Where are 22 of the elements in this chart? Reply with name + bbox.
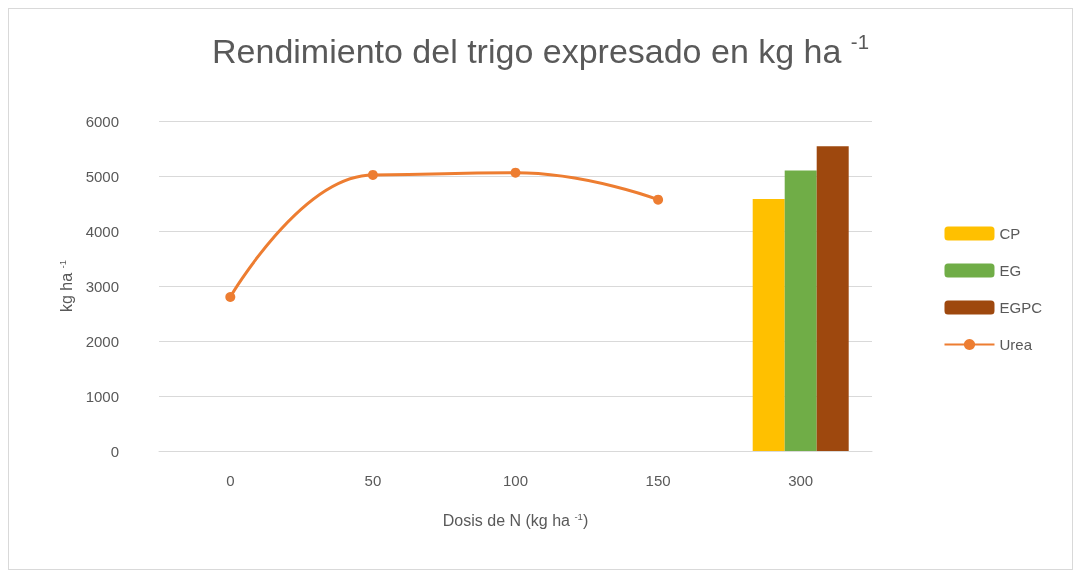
x-tick-label: 100 xyxy=(502,472,529,489)
legend-label: EG xyxy=(999,262,1022,279)
y-tick-label: 1000 xyxy=(85,387,119,405)
chart-title: Rendimiento del trigo expresado en kg ha -1 xyxy=(212,31,869,70)
legend-label: EGPC xyxy=(999,299,1043,316)
legend-label: CP xyxy=(999,225,1021,242)
x-tick-label: 50 xyxy=(364,472,382,489)
x-tick-label: 0 xyxy=(226,472,235,489)
x-tick-label: 150 xyxy=(645,472,671,489)
y-tick-label: 3000 xyxy=(85,277,119,295)
y-tick-label: 4000 xyxy=(85,222,119,240)
y-axis-title: kg ha -1 xyxy=(57,259,76,313)
point xyxy=(653,194,664,205)
y-tick-label: 0 xyxy=(110,442,119,460)
x-tick-label: 300 xyxy=(788,472,814,489)
point xyxy=(367,169,378,180)
point xyxy=(510,167,521,178)
legend-label: Urea xyxy=(999,336,1033,353)
y-tick-label: 5000 xyxy=(85,167,119,185)
y-tick-label: 6000 xyxy=(85,112,119,130)
point xyxy=(225,292,236,302)
y-tick-label: 2000 xyxy=(85,332,119,350)
